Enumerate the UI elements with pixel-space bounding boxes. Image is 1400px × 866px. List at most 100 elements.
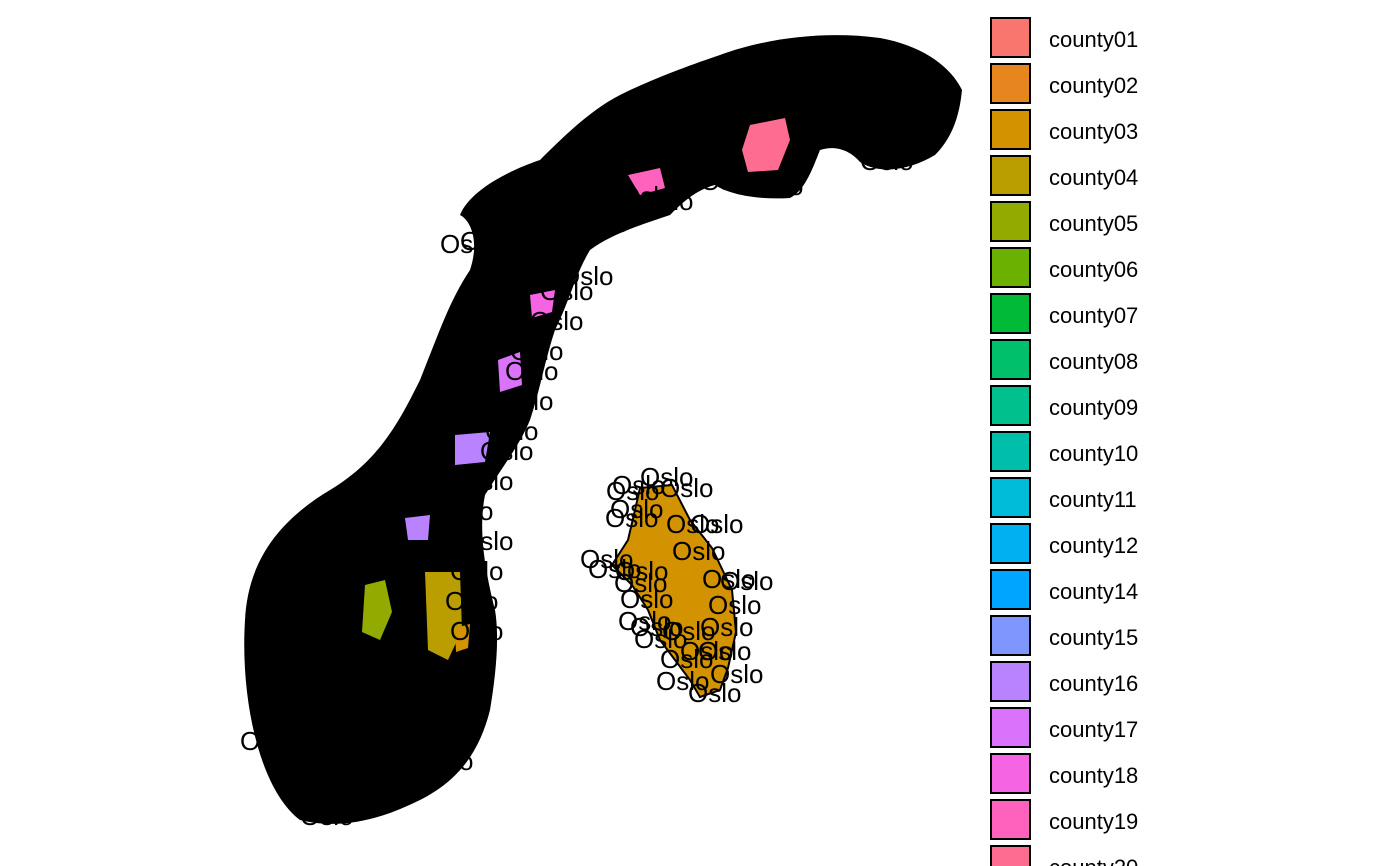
oslo-label: Oslo: [460, 226, 513, 256]
county-patch-county05: [362, 580, 392, 640]
legend-swatch: [990, 339, 1031, 380]
oslo-label: Oslo: [612, 470, 665, 500]
legend-swatch: [990, 17, 1031, 58]
oslo-label: Oslo: [606, 476, 659, 506]
legend-swatch: [990, 845, 1031, 866]
oslo-label: Oslo: [510, 336, 563, 366]
oslo-label: Oslo: [662, 616, 715, 646]
oslo-label: Oslo: [702, 564, 755, 594]
legend-swatch: [990, 707, 1031, 748]
oslo-label: Oslo: [634, 624, 687, 654]
oslo-polygon: [610, 483, 738, 699]
legend-label: county09: [1049, 395, 1139, 420]
county-patch-county20: [742, 118, 790, 172]
legend-label: county05: [1049, 211, 1139, 236]
oslo-label: Oslo: [666, 509, 719, 539]
oslo-label: Oslo: [580, 544, 633, 574]
oslo-label: Oslo: [440, 229, 493, 259]
legend-swatch: [990, 293, 1031, 334]
legend-swatch: [990, 569, 1031, 610]
legend-item: county11: [990, 477, 1250, 523]
legend-label: county18: [1049, 763, 1139, 788]
county-color-patches: [362, 118, 790, 660]
oslo-label: Oslo: [656, 666, 709, 696]
legend-label: county02: [1049, 73, 1139, 98]
oslo-label: Oslo: [698, 636, 751, 666]
oslo-label: Oslo: [700, 166, 753, 196]
oslo-label: Oslo: [530, 306, 583, 336]
legend-swatch: [990, 63, 1031, 104]
legend-item: county16: [990, 661, 1250, 707]
oslo-label: Oslo: [460, 466, 513, 496]
oslo-label: Oslo: [680, 636, 733, 666]
oslo-label: Oslo: [750, 171, 803, 201]
legend-label: county16: [1049, 671, 1139, 696]
oslo-label: Oslo: [440, 656, 493, 686]
legend-swatch: [990, 431, 1031, 472]
oslo-label: Oslo: [614, 568, 667, 598]
legend-item: county09: [990, 385, 1250, 431]
legend-item: county15: [990, 615, 1250, 661]
oslo-label: Oslo: [420, 746, 473, 776]
legend-label: county15: [1049, 625, 1139, 650]
oslo-label: Oslo: [610, 494, 663, 524]
legend-label: county10: [1049, 441, 1139, 466]
legend-item: county04: [990, 155, 1250, 201]
oslo-label: Oslo: [560, 261, 613, 291]
legend-swatch: [990, 753, 1031, 794]
legend-item: county19: [990, 799, 1250, 845]
oslo-label: Oslo: [688, 678, 741, 708]
legend-swatch: [990, 155, 1031, 196]
oslo-label: Oslo: [460, 526, 513, 556]
county-patch-county16: [405, 432, 490, 540]
oslo-label: Oslo: [450, 556, 503, 586]
legend-label: county06: [1049, 257, 1139, 282]
oslo-label: Oslo: [450, 616, 503, 646]
oslo-label: Oslo: [540, 276, 593, 306]
oslo-label: Oslo: [575, 208, 628, 238]
legend-item: county18: [990, 753, 1250, 799]
oslo-label: Oslo: [440, 496, 493, 526]
oslo-region: [610, 483, 738, 699]
legend-label: county04: [1049, 165, 1139, 190]
oslo-label: Oslo: [640, 462, 693, 492]
oslo-label: Oslo: [630, 612, 683, 642]
oslo-label: Oslo: [430, 696, 483, 726]
legend-swatch: [990, 615, 1031, 656]
legend-item: county17: [990, 707, 1250, 753]
legend-swatch: [990, 109, 1031, 150]
legend-item: county02: [990, 63, 1250, 109]
legend-item: county03: [990, 109, 1250, 155]
legend-label: county14: [1049, 579, 1139, 604]
oslo-label: Oslo: [710, 659, 763, 689]
legend-label: county08: [1049, 349, 1139, 374]
legend-item: county05: [990, 201, 1250, 247]
oslo-label: Oslo: [860, 146, 913, 176]
legend-item: county08: [990, 339, 1250, 385]
legend-swatch: [990, 477, 1031, 518]
legend-label: county07: [1049, 303, 1139, 328]
oslo-label: Oslo: [620, 181, 673, 211]
oslo-label: Oslo: [588, 554, 641, 584]
legend-item: county12: [990, 523, 1250, 569]
county-patch-county04: [425, 572, 462, 660]
oslo-label: Oslo: [640, 186, 693, 216]
oslo-label: Oslo: [900, 76, 953, 106]
legend-label: county12: [1049, 533, 1139, 558]
legend-swatch: [990, 523, 1031, 564]
oslo-label: Oslo: [500, 386, 553, 416]
county-patch-county19: [628, 168, 665, 195]
legend-item: county10: [990, 431, 1250, 477]
legend-swatch: [990, 661, 1031, 702]
oslo-label: Oslo: [485, 416, 538, 446]
legend-item: county14: [990, 569, 1250, 615]
oslo-label: Oslo: [660, 644, 713, 674]
oslo-label: Oslo: [660, 473, 713, 503]
legend-swatch: [990, 201, 1031, 242]
norway-mainland: [244, 35, 962, 824]
oslo-label: Oslo: [545, 206, 598, 236]
oslo-label: Oslo: [300, 801, 353, 831]
